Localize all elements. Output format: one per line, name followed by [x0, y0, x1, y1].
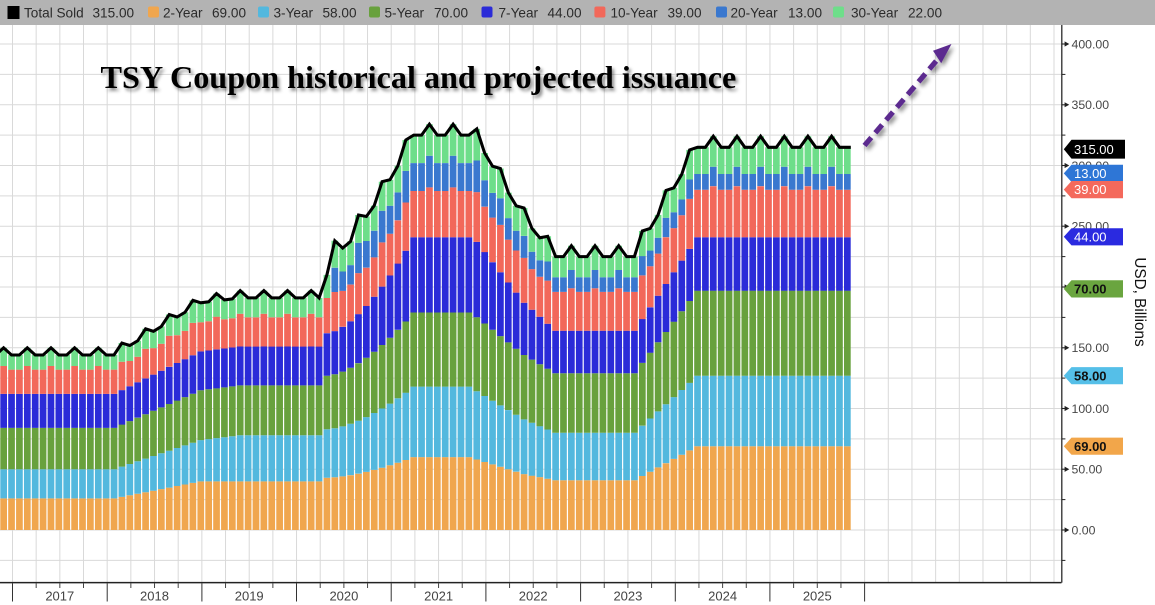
svg-text:350.00: 350.00: [1072, 98, 1110, 112]
svg-text:2019: 2019: [235, 589, 264, 604]
svg-text:USD, Billions: USD, Billions: [1131, 257, 1148, 347]
svg-text:2023: 2023: [613, 589, 642, 604]
svg-text:44.00: 44.00: [548, 6, 582, 21]
svg-text:100.00: 100.00: [1072, 402, 1110, 416]
svg-text:Total Sold: Total Sold: [24, 6, 84, 21]
svg-text:2025: 2025: [803, 589, 832, 604]
svg-text:400.00: 400.00: [1072, 37, 1110, 51]
svg-text:2018: 2018: [140, 589, 169, 604]
svg-text:2024: 2024: [708, 589, 737, 604]
svg-text:10-Year: 10-Year: [611, 6, 659, 21]
svg-text:70.00: 70.00: [434, 6, 468, 21]
svg-text:39.00: 39.00: [1074, 182, 1107, 197]
svg-text:13.00: 13.00: [1074, 166, 1107, 181]
svg-text:50.00: 50.00: [1072, 463, 1103, 477]
svg-text:58.00: 58.00: [1074, 368, 1107, 383]
svg-text:20-Year: 20-Year: [731, 6, 779, 21]
svg-text:3-Year: 3-Year: [274, 6, 314, 21]
svg-text:13.00: 13.00: [788, 6, 822, 21]
svg-text:70.00: 70.00: [1074, 282, 1107, 297]
svg-text:2017: 2017: [45, 589, 74, 604]
svg-text:2020: 2020: [329, 589, 358, 604]
svg-text:39.00: 39.00: [668, 6, 702, 21]
svg-text:58.00: 58.00: [323, 6, 357, 21]
svg-text:69.00: 69.00: [1074, 439, 1107, 454]
svg-text:150.00: 150.00: [1072, 341, 1110, 355]
svg-text:TSY Coupon historical and proj: TSY Coupon historical and projected issu…: [101, 59, 737, 95]
svg-text:22.00: 22.00: [908, 6, 942, 21]
svg-text:315.00: 315.00: [93, 6, 135, 21]
svg-text:5-Year: 5-Year: [385, 6, 425, 21]
svg-text:7-Year: 7-Year: [499, 6, 539, 21]
svg-text:2-Year: 2-Year: [163, 6, 203, 21]
svg-text:315.00: 315.00: [1074, 142, 1114, 157]
svg-text:2022: 2022: [519, 589, 548, 604]
svg-text:30-Year: 30-Year: [851, 6, 899, 21]
svg-text:2021: 2021: [424, 589, 453, 604]
svg-text:0.00: 0.00: [1072, 523, 1096, 537]
svg-text:69.00: 69.00: [212, 6, 246, 21]
svg-text:44.00: 44.00: [1074, 229, 1107, 244]
